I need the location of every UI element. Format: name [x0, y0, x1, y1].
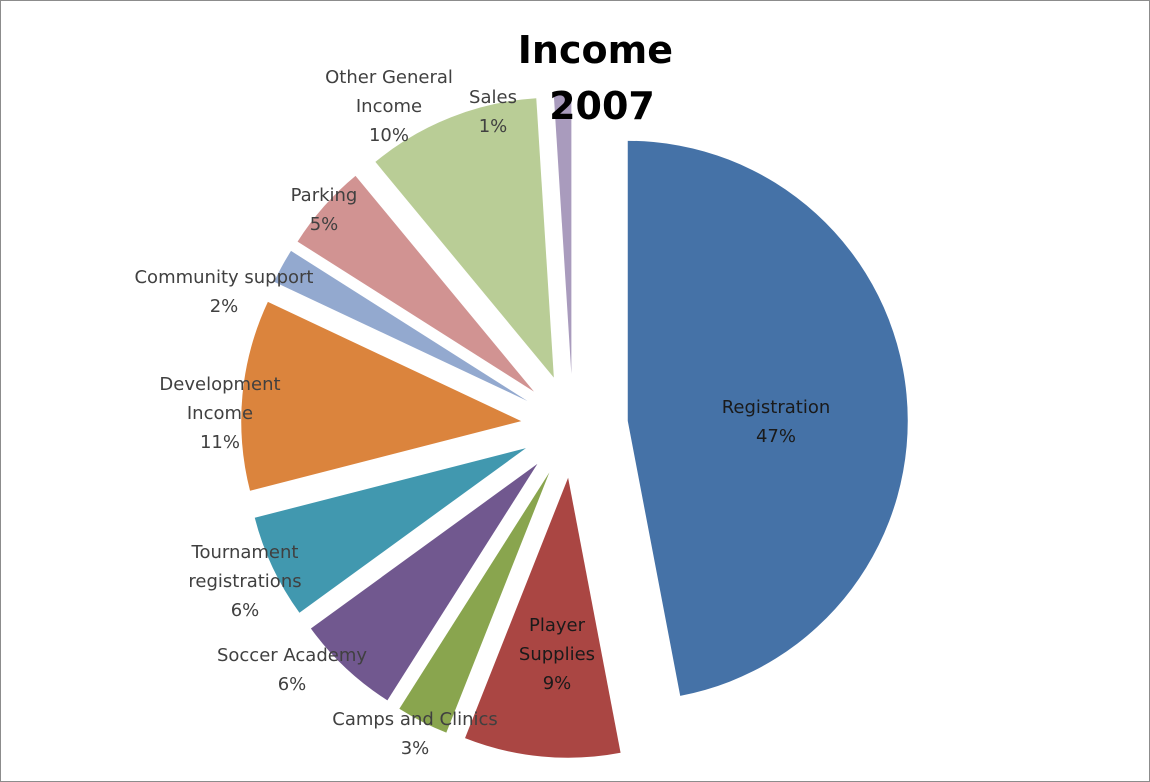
slice-label-line: Income [356, 96, 422, 117]
chart-title-line-1: Income [518, 28, 673, 72]
slice-label-other-general-income: Other General Income 10% [325, 67, 453, 146]
slice-label-line: Camps and Clinics [332, 709, 498, 730]
slice-label-line: Income [187, 403, 253, 424]
slice-label-line: Tournament [191, 542, 299, 563]
slice-label-development-income: Development Income 11% [159, 374, 280, 453]
slice-label-registration: Registration 47% [722, 397, 831, 447]
slice-label-line: 6% [278, 674, 307, 695]
slice-label-line: 2% [210, 296, 239, 317]
slice-label-line: Registration [722, 397, 831, 418]
chart-title: Income 2007 [518, 28, 686, 128]
slice-label-line: Player [529, 615, 586, 636]
pie-slice-registration [627, 140, 908, 696]
slice-label-line: 9% [543, 673, 572, 694]
slice-label-line: Soccer Academy [217, 645, 367, 666]
pie-slice-parking [297, 175, 534, 392]
pie-slice-other-general-income [375, 98, 554, 378]
pie-slices [241, 94, 908, 758]
pie-slice-player-supplies [465, 477, 621, 758]
chart-title-line-2: 2007 [549, 84, 655, 128]
slice-label-line: Supplies [519, 644, 595, 665]
slice-label-line: 10% [369, 125, 409, 146]
slice-label-line: registrations [188, 571, 301, 592]
pie-slice-camps-and-clinics [399, 472, 550, 733]
pie-slice-sales [553, 94, 572, 375]
slice-label-sales: Sales 1% [469, 87, 517, 137]
slice-label-tournament-registrations: Tournament registrations 6% [188, 542, 301, 621]
slice-label-line: 11% [200, 432, 240, 453]
slice-label-line: 47% [756, 426, 796, 447]
slice-label-community-support: Community support 2% [134, 267, 313, 317]
pie-slice-soccer-academy [310, 463, 538, 701]
pie-slice-development-income [241, 301, 522, 491]
pie-slice-community-support [274, 250, 528, 401]
slice-label-line: Other General [325, 67, 453, 88]
slice-label-player-supplies: Player Supplies 9% [519, 615, 595, 694]
slice-label-line: 1% [479, 116, 508, 137]
slice-label-line: 6% [231, 600, 260, 621]
slice-label-line: Sales [469, 87, 517, 108]
slice-label-soccer-academy: Soccer Academy 6% [217, 645, 367, 695]
slice-label-line: 5% [310, 214, 339, 235]
slice-label-line: Community support [134, 267, 313, 288]
slice-label-camps-and-clinics: Camps and Clinics 3% [332, 709, 498, 759]
slice-label-line: 3% [401, 738, 430, 759]
slice-label-line: Development [159, 374, 280, 395]
slice-labels: Registration 47% Player Supplies 9% Camps and… [134, 67, 830, 759]
slice-label-parking: Parking 5% [291, 185, 358, 235]
pie-slice-tournament-registrations [254, 448, 526, 613]
slice-label-line: Parking [291, 185, 358, 206]
